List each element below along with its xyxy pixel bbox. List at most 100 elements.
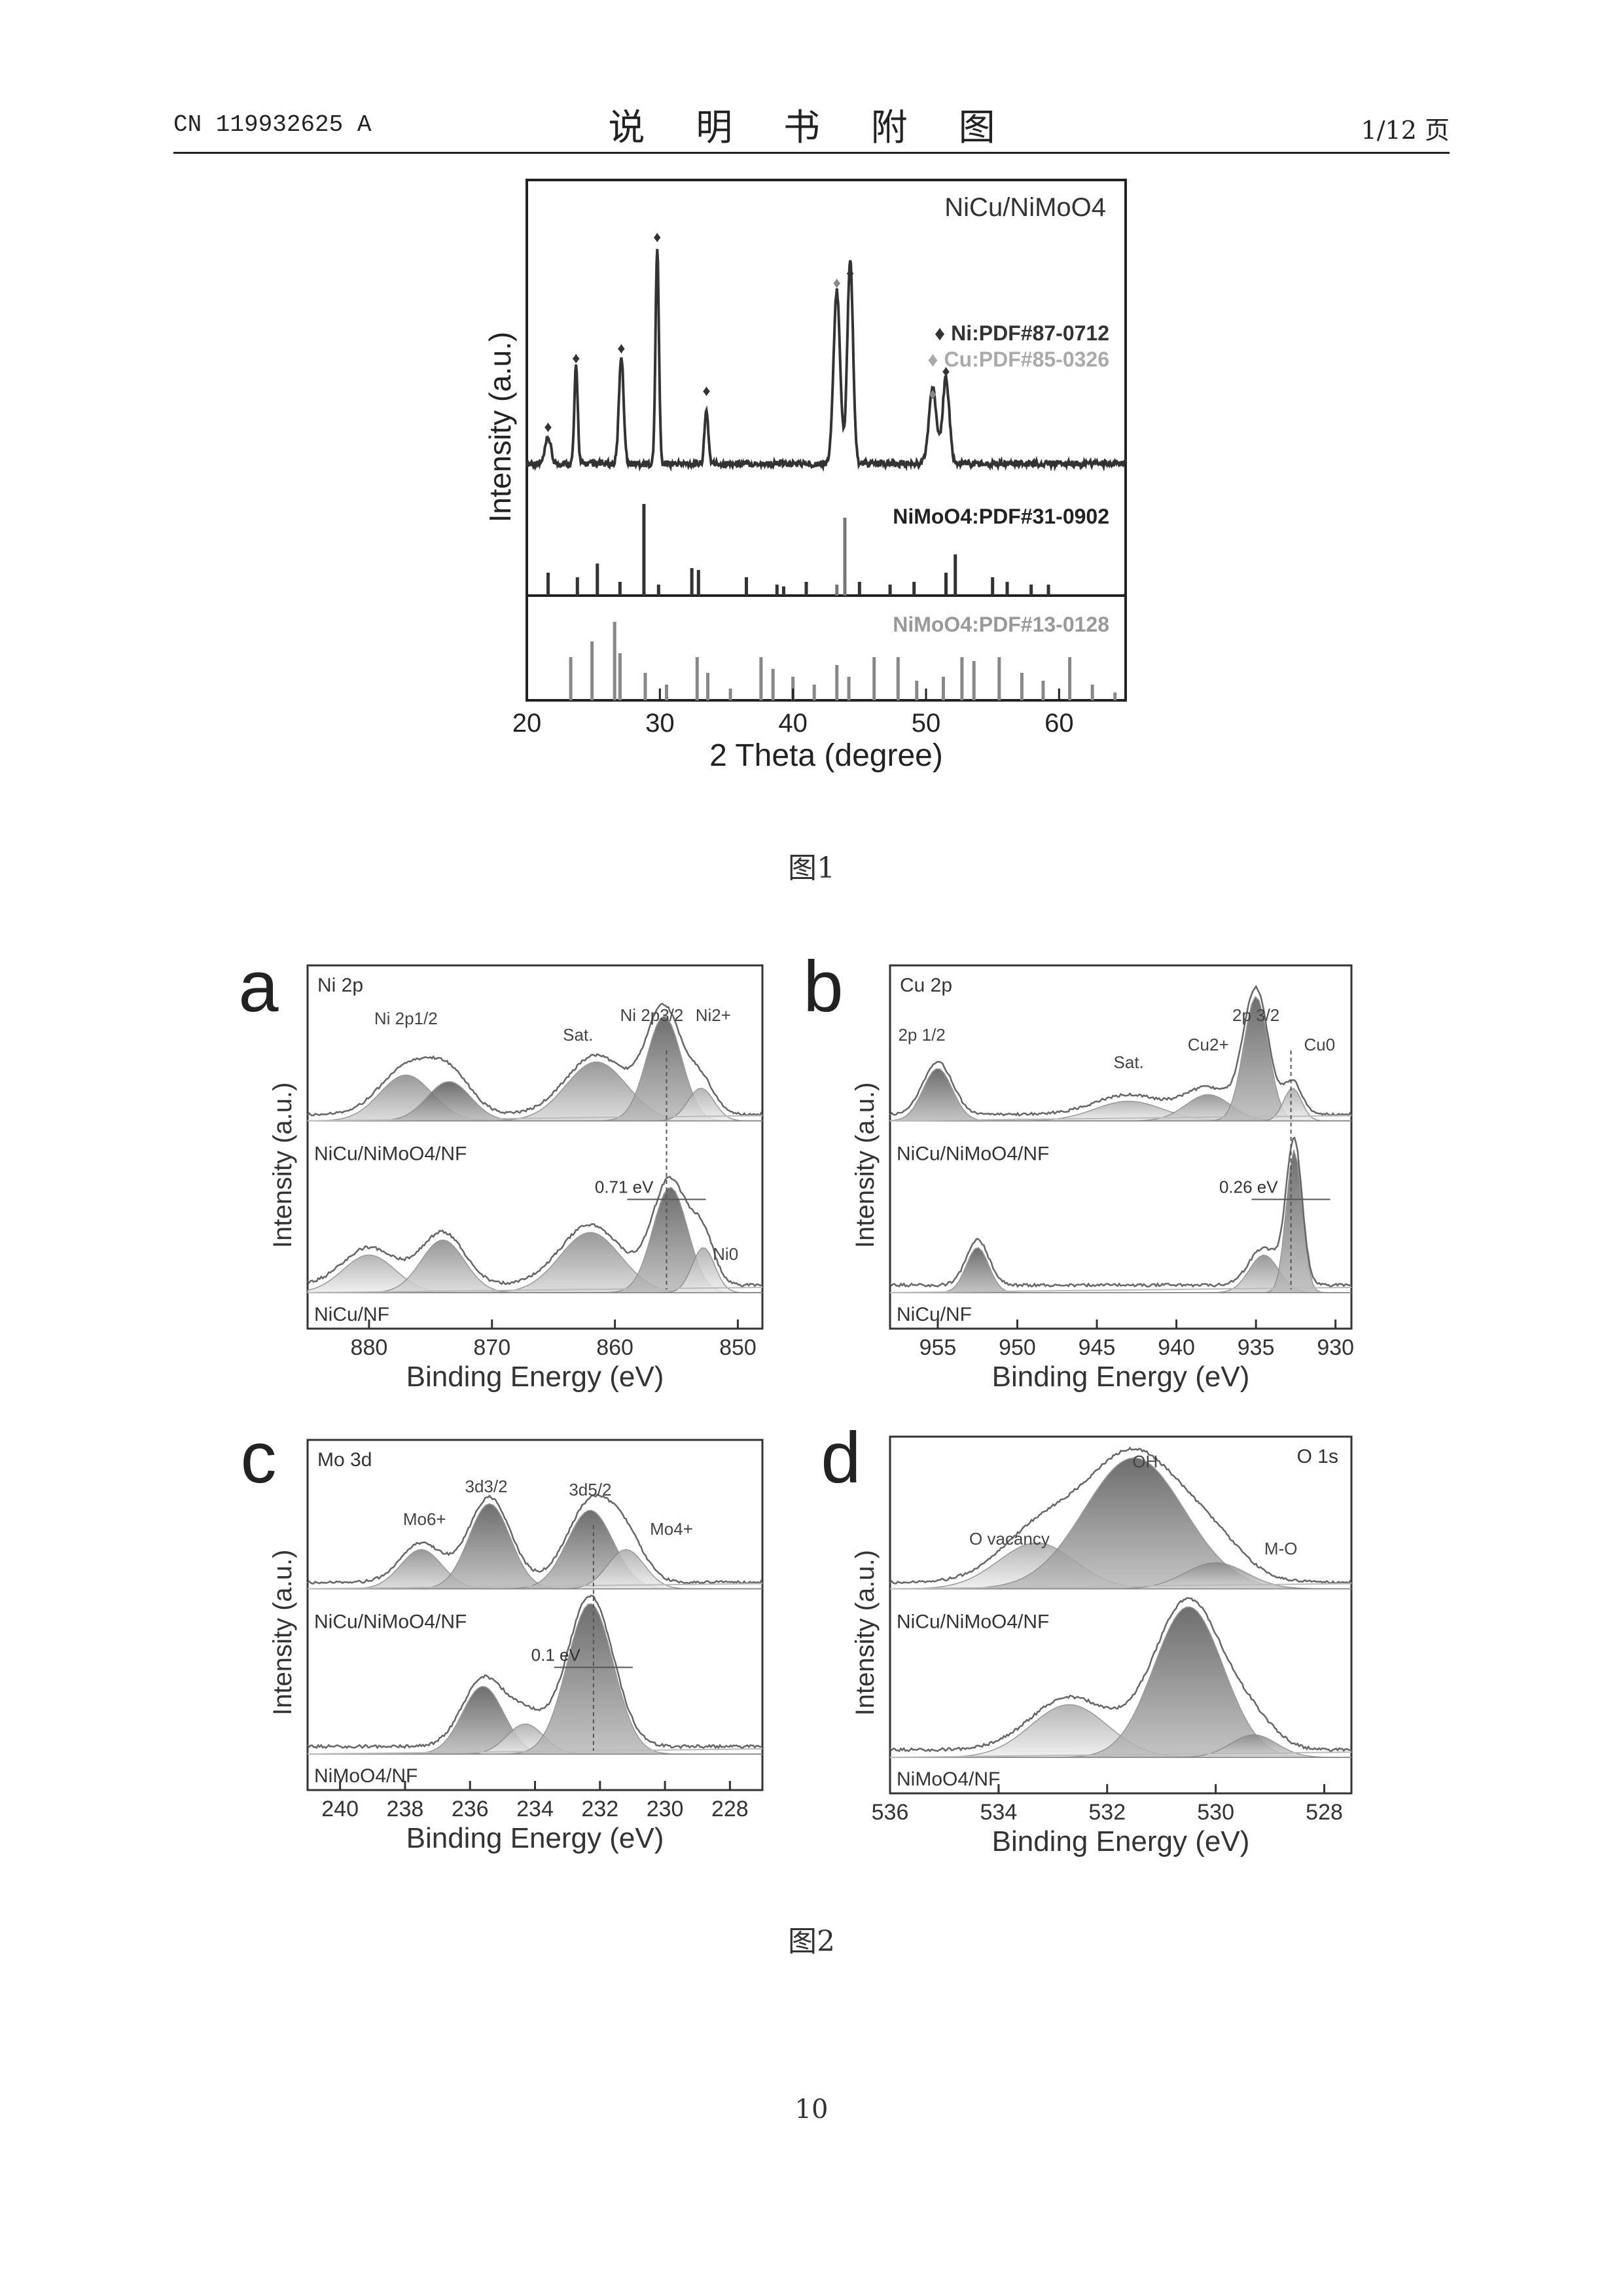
xps-d-x-tick-label: 532	[1088, 1800, 1126, 1825]
xps-d-title: O 1s	[1297, 1446, 1338, 1467]
xps-b-x-tick-label: 945	[1079, 1335, 1116, 1360]
xps-b-baseline-up	[889, 1115, 1352, 1122]
xrd-x-tick-label: 30	[645, 709, 675, 738]
xps-d-series-label-lower: NiMoO4/NF	[897, 1768, 1000, 1790]
xps-b-x-tick-label: 930	[1317, 1335, 1354, 1360]
xps-a-shift-label: 0.71 eV	[595, 1177, 654, 1197]
xrd-peak-marker: ♦	[653, 228, 661, 246]
xps-a-envelope-up	[307, 1003, 764, 1117]
xps-d-envelope-lo	[889, 1597, 1352, 1753]
xps-c-panel-letter: c	[241, 1418, 277, 1498]
xrd-peak-marker: ♦	[544, 418, 552, 436]
xrd-legend-ni: ♦ Ni:PDF#87-0712	[935, 321, 1109, 345]
xps-c-series-label-upper: NiCu/NiMoO4/NF	[314, 1611, 467, 1633]
xps-c-x-axis-label: Binding Energy (eV)	[406, 1822, 664, 1854]
xps-a-series-label-lower: NiCu/NF	[314, 1304, 389, 1325]
xps-d-y-axis-label: Intensity (a.u.)	[851, 1550, 880, 1715]
xrd-sample-label: NiCu/NiMoO4	[944, 193, 1106, 222]
xps-c-x-tick-label: 240	[321, 1797, 359, 1821]
xps-d-frame	[889, 1435, 1353, 1795]
xrd-ref1-label: NiMoO4:PDF#31-0902	[893, 505, 1109, 528]
xps-c-baseline-up	[307, 1583, 763, 1590]
xps-b-peak-annotation: 2p 3/2	[1232, 1005, 1279, 1025]
xrd-peak-marker: ♦	[702, 382, 710, 400]
xrd-ref2-label: NiMoO4:PDF#13-0128	[893, 613, 1109, 636]
xps-d-envelope-up	[889, 1446, 1353, 1585]
xps-b-peak-annotation: Cu0	[1304, 1035, 1336, 1054]
xps-a-peak-annotation: Ni 2p3/2	[620, 1005, 684, 1025]
xps-b-series-label-lower: NiCu/NF	[897, 1304, 972, 1325]
figure-1-caption: 图1	[788, 852, 835, 885]
xrd-plot-frame	[526, 179, 1127, 702]
xps-c-peak-annotation: Mo4+	[650, 1519, 693, 1539]
xps-c-x-tick-label: 236	[452, 1797, 489, 1821]
xps-d-peak-annotation: O vacancy	[969, 1529, 1050, 1549]
xps-b-peak-annotation: 2p 1/2	[898, 1025, 945, 1045]
xps-d-x-tick-label: 536	[872, 1800, 909, 1825]
xps-c-x-tick-label: 232	[581, 1797, 618, 1821]
xps-c-title: Mo 3d	[317, 1449, 372, 1471]
xps-c-fit-peak	[308, 1603, 762, 1755]
xps-a-peak-annotation: Ni2+	[696, 1005, 731, 1025]
xps-c-fit-peak	[308, 1503, 762, 1590]
xrd-x-tick-label: 40	[778, 709, 808, 738]
xps-d-baseline-lo	[889, 1751, 1352, 1758]
xps-b-series-label-upper: NiCu/NiMoO4/NF	[897, 1143, 1049, 1165]
xrd-peak-marker: ♦	[833, 274, 841, 292]
xps-b-shift-label: 0.26 eV	[1219, 1177, 1278, 1197]
xrd-x-tick-label: 60	[1044, 709, 1074, 738]
xps-c-baseline-lo	[307, 1748, 763, 1755]
xps-a-x-axis-label: Binding Energy (eV)	[406, 1361, 664, 1393]
xps-d-fit-peak	[890, 1734, 1351, 1758]
xrd-peak-marker: ♦	[617, 340, 625, 357]
xps-c-shift-label: 0.1 eV	[531, 1645, 581, 1665]
xps-b-fit-peak	[890, 1149, 1351, 1293]
xps-c-peak-annotation: 3d5/2	[569, 1480, 611, 1499]
xps-b-envelope-lo	[889, 1136, 1352, 1288]
xps-b-baseline-lo	[889, 1287, 1352, 1293]
xps-b-x-tick-label: 940	[1158, 1335, 1195, 1360]
xps-c-peak-annotation: 3d3/2	[465, 1477, 507, 1496]
xps-c-envelope-up	[307, 1493, 764, 1585]
xps-a-x-tick-label: 880	[351, 1335, 388, 1360]
xps-a-title: Ni 2p	[317, 975, 363, 996]
figure-2-caption: 图2	[788, 1925, 835, 1958]
page-number: 10	[794, 2094, 829, 2125]
xps-d-x-tick-label: 530	[1197, 1800, 1234, 1825]
xps-d-x-axis-label: Binding Energy (eV)	[992, 1825, 1250, 1857]
xps-c-envelope-lo	[307, 1594, 763, 1749]
xps-c-peak-annotation: Mo6+	[403, 1509, 446, 1529]
header-rule	[173, 152, 1450, 154]
xps-c-x-tick-label: 230	[647, 1797, 684, 1821]
xps-c-series-label-lower: NiMoO4/NF	[314, 1765, 418, 1787]
xps-b-x-axis-label: Binding Energy (eV)	[992, 1361, 1250, 1393]
xps-a-baseline-up	[307, 1115, 763, 1122]
xps-b-envelope-up	[889, 984, 1353, 1117]
xrd-peak-marker: ♦	[929, 386, 936, 403]
xps-b-y-axis-label: Intensity (a.u.)	[851, 1083, 880, 1248]
xps-b-x-tick-label: 950	[999, 1335, 1036, 1360]
xps-b-panel-letter: b	[803, 946, 843, 1027]
xrd-pattern-line	[526, 249, 1127, 473]
xps-d-series-label-upper: NiCu/NiMoO4/NF	[897, 1611, 1049, 1633]
xps-c-x-tick-label: 238	[387, 1797, 424, 1821]
xps-a-y-axis-label: Intensity (a.u.)	[268, 1083, 297, 1248]
page-info: 1/12 页	[1361, 116, 1450, 145]
xps-a-envelope-lo	[307, 1175, 763, 1287]
xps-a-peak-annotation: Sat.	[563, 1025, 593, 1045]
xps-d-panel-letter: d	[821, 1418, 861, 1498]
xps-d-baseline-up	[889, 1583, 1352, 1590]
xps-b-peak-annotation: Sat.	[1114, 1052, 1144, 1072]
xps-a-x-tick-label: 860	[596, 1335, 633, 1360]
xps-a-series-label-upper: NiCu/NiMoO4/NF	[314, 1143, 467, 1165]
xrd-peak-marker: ♦	[572, 350, 580, 367]
xrd-x-tick-label: 50	[912, 709, 941, 738]
xrd-y-axis-label: Intensity (a.u.)	[483, 332, 517, 522]
section-title: 说 明 书 附 图	[608, 107, 1015, 149]
xps-c-x-tick-label: 234	[516, 1797, 554, 1821]
xps-c-x-tick-label: 228	[711, 1797, 749, 1821]
xps-a-baseline-lo	[307, 1287, 763, 1293]
xps-d-peak-annotation: M-O	[1264, 1539, 1298, 1558]
xps-a-peak-annotation: Ni0	[713, 1244, 738, 1264]
